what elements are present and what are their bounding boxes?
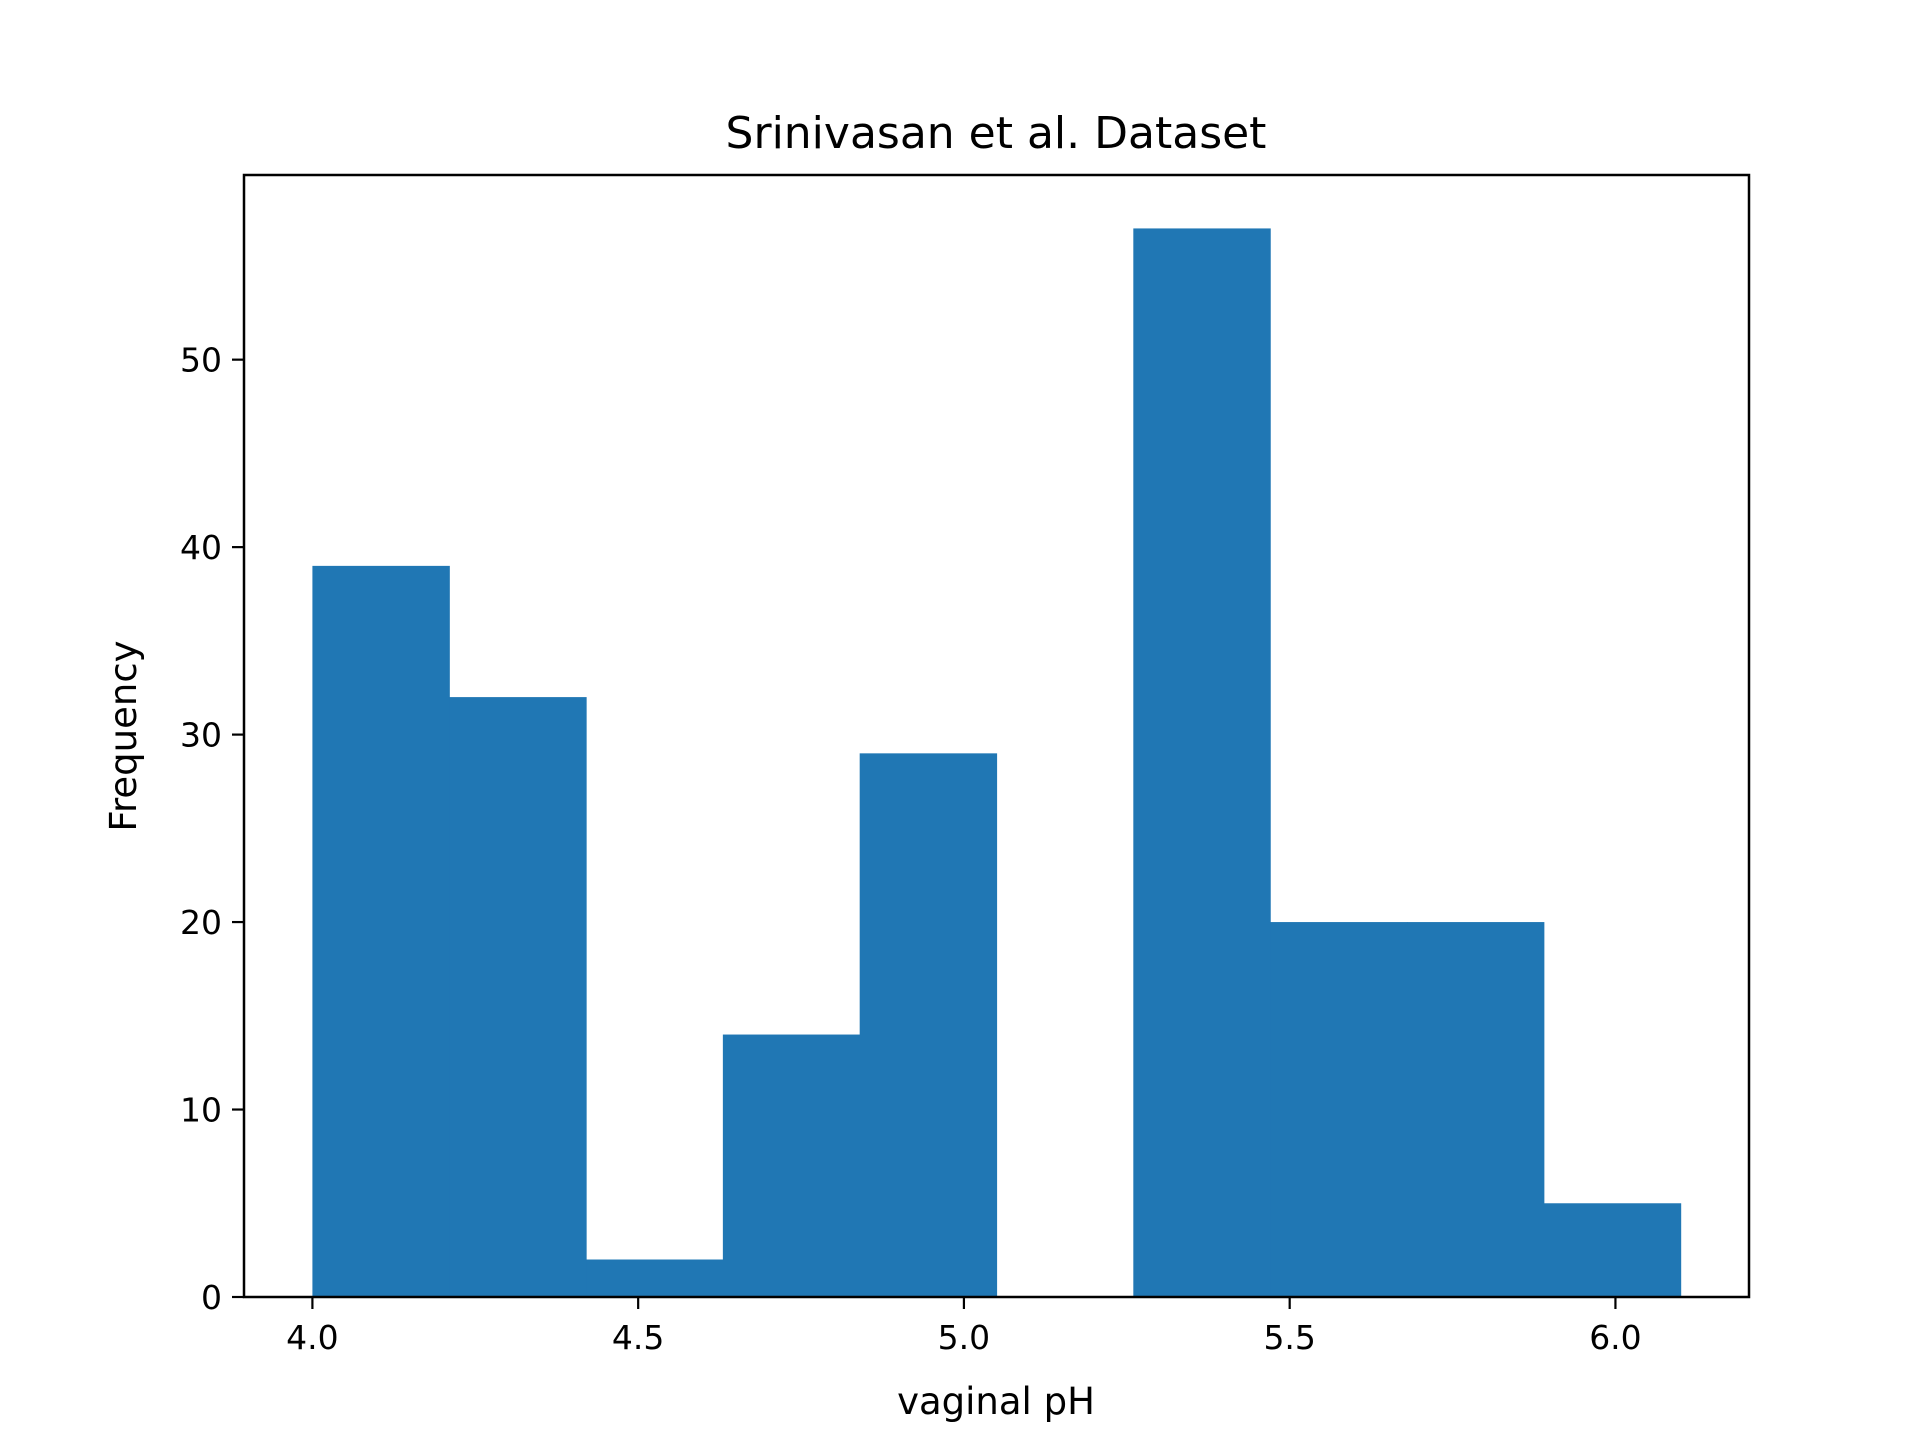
y-tick-label-3: 30	[180, 716, 222, 755]
plot-area-frame	[242, 173, 1751, 1299]
histogram-bar-6	[1133, 228, 1271, 1297]
histogram-bar-7	[1270, 922, 1408, 1297]
y-tick-label-2: 20	[180, 903, 222, 942]
y-tick-label-4: 40	[180, 528, 222, 567]
x-axis-ticks: 4.0 4.5 5.0 5.5 6.0	[286, 1297, 1642, 1357]
y-tick-label-0: 0	[201, 1278, 222, 1317]
y-axis-label: Frequency	[102, 640, 145, 831]
x-tick-label-4: 6.0	[1589, 1318, 1641, 1357]
x-axis-label: vaginal pH	[897, 1380, 1095, 1423]
x-tick-label-2: 5.0	[938, 1318, 990, 1357]
x-tick-label-0: 4.0	[286, 1318, 338, 1357]
histogram-bar-2	[586, 1259, 724, 1297]
chart-title: Srinivasan et al. Dataset	[726, 108, 1267, 159]
x-tick-label-1: 4.5	[612, 1318, 664, 1357]
histogram-bar-0	[312, 565, 450, 1297]
histogram-bar-8	[1406, 922, 1545, 1297]
y-tick-label-5: 50	[180, 341, 222, 380]
y-axis-ticks: 0 10 20 30 40 50	[180, 341, 244, 1317]
y-tick-label-1: 10	[180, 1091, 222, 1130]
histogram-bar-9	[1543, 1203, 1682, 1297]
histogram-bar-1	[449, 697, 587, 1297]
x-tick-label-3: 5.5	[1263, 1318, 1315, 1357]
histogram-bar-3	[722, 1034, 861, 1297]
histogram-bar-4	[859, 753, 998, 1297]
bars-group	[312, 228, 1682, 1297]
